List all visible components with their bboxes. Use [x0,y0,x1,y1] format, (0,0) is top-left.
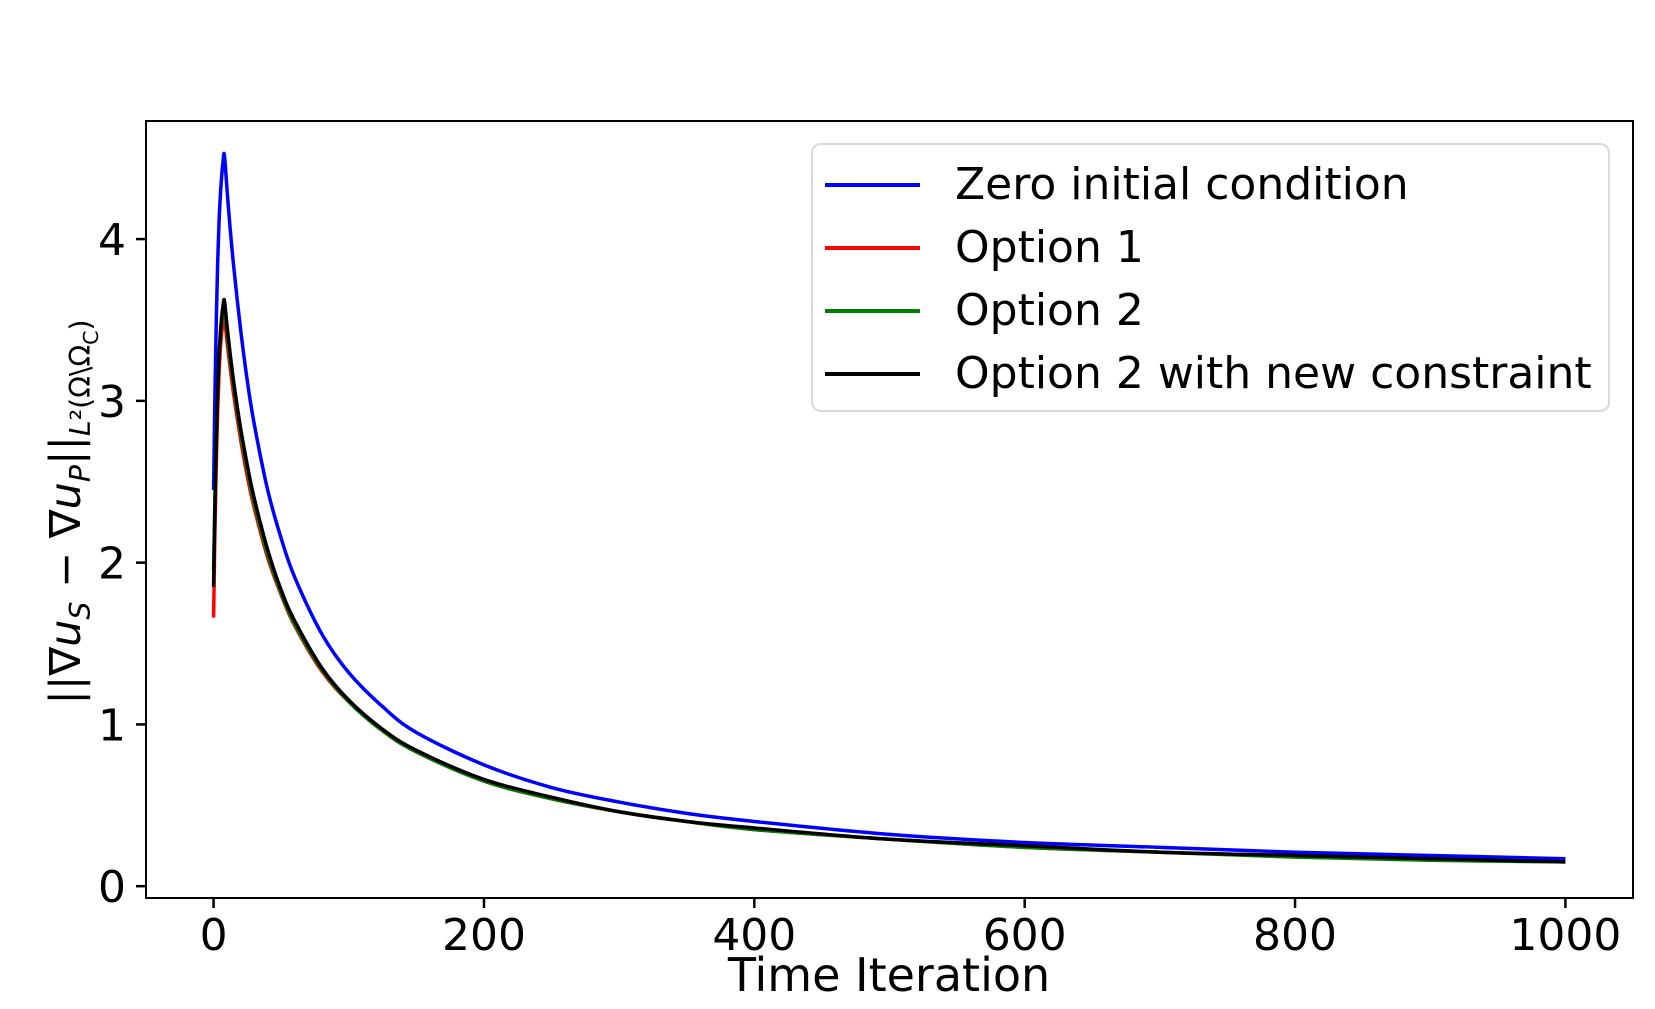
x-axis-label: Time Iteration [727,948,1051,1002]
legend-item-label: Option 2 with new constraint [955,347,1592,399]
legend-swatch-line [825,308,920,313]
series-line-3 [211,297,1566,864]
legend-swatch-line [825,245,920,250]
y-axis-label-part: − ∇ [41,509,92,602]
x-tick-label: 800 [1253,910,1337,961]
legend-item-label: Option 1 [955,221,1144,273]
legend-item-1: Option 1 [825,216,1608,279]
legend-item-label: Option 2 [955,284,1144,336]
y-axis-label-part: ||∇ [41,646,92,705]
y-axis-label-part: P [64,465,98,483]
y-axis-label-part: u [41,482,92,510]
x-tick-label: 1000 [1509,910,1621,961]
x-tick-label: 0 [200,910,228,961]
series-line-0 [211,151,1566,861]
x-tick-label: 400 [712,910,796,961]
y-axis-label-part: || [41,436,92,466]
legend-swatch-line [825,371,920,376]
y-tick-label: 1 [98,700,126,751]
y-axis-label-part: C [78,330,103,345]
x-tick-label: 200 [442,910,526,961]
legend-item-2: Option 2 [825,279,1608,342]
y-tick-label: 2 [98,539,126,590]
x-tick-label: 600 [983,910,1067,961]
legend-item-3: Option 2 with new constraint [825,342,1608,405]
legend-item-label: Zero initial condition [955,158,1409,210]
legend: Zero initial condition Option 1 Option 2 Op… [811,143,1610,412]
y-axis-label-part: L [64,420,98,437]
legend-item-0: Zero initial condition [825,153,1608,216]
y-tick-label: 3 [98,377,126,428]
axis-spines [145,120,1634,899]
y-axis-label-part: u [41,619,92,647]
y-tick-label: 4 [98,215,126,266]
y-axis-label-part: ²(Ω\Ω [64,344,98,421]
y-axis-label-part: ) [64,319,98,331]
legend-swatch-line [825,182,920,187]
y-tick-label: 0 [98,862,126,913]
y-axis-label-part: S [64,601,98,620]
y-axis-label: ||∇uS − ∇uP||L²(Ω\ΩC) [41,319,103,704]
